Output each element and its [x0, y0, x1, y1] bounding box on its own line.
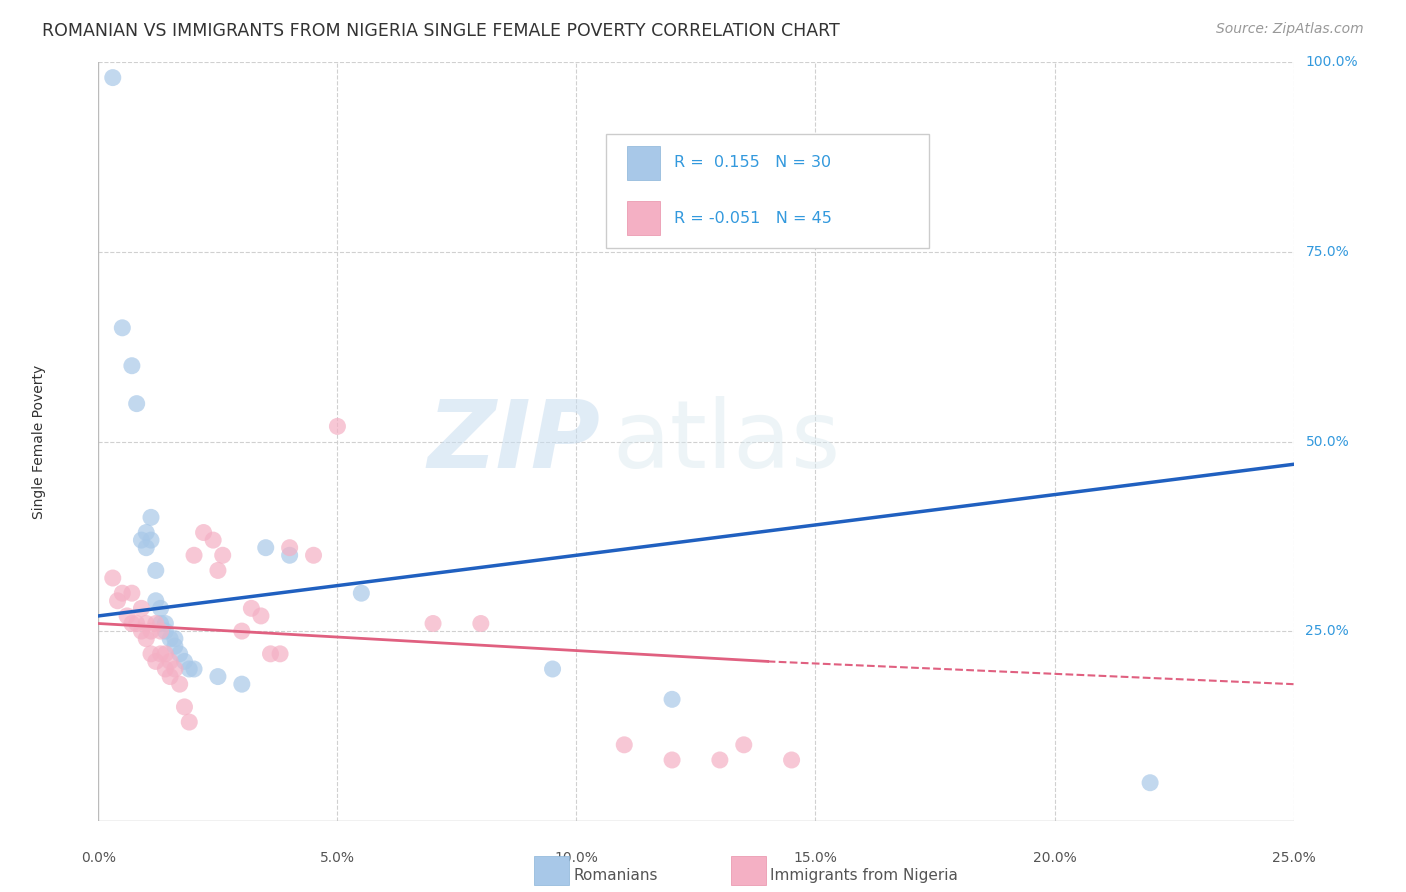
- Point: [159, 632, 181, 646]
- Point: [159, 655, 181, 669]
- FancyBboxPatch shape: [606, 135, 929, 248]
- Point: [163, 639, 186, 653]
- Point: [169, 677, 191, 691]
- Point: [269, 647, 291, 661]
- Bar: [627, 145, 661, 180]
- Point: [149, 647, 172, 661]
- Point: [139, 533, 162, 548]
- Point: [131, 624, 153, 639]
- Point: [145, 594, 167, 608]
- Text: R = -0.051   N = 45: R = -0.051 N = 45: [675, 211, 832, 226]
- Text: 10.0%: 10.0%: [554, 851, 599, 865]
- Point: [121, 586, 143, 600]
- Point: [121, 616, 143, 631]
- Point: [163, 662, 186, 676]
- Point: [149, 616, 172, 631]
- Point: [422, 616, 444, 631]
- Point: [1139, 776, 1161, 790]
- Point: [159, 669, 181, 683]
- Text: 15.0%: 15.0%: [793, 851, 838, 865]
- Point: [207, 564, 229, 578]
- Point: [183, 662, 205, 676]
- Point: [350, 586, 373, 600]
- Point: [139, 647, 162, 661]
- Point: [121, 359, 143, 373]
- Point: [135, 541, 157, 555]
- Point: [278, 548, 301, 563]
- Point: [231, 677, 253, 691]
- Point: [179, 715, 201, 730]
- Point: [183, 548, 205, 563]
- Text: 50.0%: 50.0%: [1306, 434, 1350, 449]
- Point: [250, 608, 273, 623]
- Point: [173, 699, 195, 714]
- Point: [541, 662, 564, 676]
- Text: Single Female Poverty: Single Female Poverty: [32, 365, 45, 518]
- Point: [155, 624, 177, 639]
- Point: [155, 647, 177, 661]
- Point: [613, 738, 636, 752]
- Point: [125, 396, 148, 410]
- Point: [169, 647, 191, 661]
- Point: [135, 525, 157, 540]
- Point: [139, 624, 162, 639]
- Point: [661, 753, 683, 767]
- Point: [131, 533, 153, 548]
- Point: [149, 601, 172, 615]
- Point: [173, 655, 195, 669]
- Point: [145, 655, 167, 669]
- Point: [125, 616, 148, 631]
- Text: ROMANIAN VS IMMIGRANTS FROM NIGERIA SINGLE FEMALE POVERTY CORRELATION CHART: ROMANIAN VS IMMIGRANTS FROM NIGERIA SING…: [42, 22, 839, 40]
- Point: [240, 601, 263, 615]
- Point: [207, 669, 229, 683]
- Point: [135, 616, 157, 631]
- Text: ZIP: ZIP: [427, 395, 600, 488]
- Point: [145, 616, 167, 631]
- Point: [278, 541, 301, 555]
- Text: 25.0%: 25.0%: [1271, 851, 1316, 865]
- Point: [780, 753, 803, 767]
- Point: [709, 753, 731, 767]
- Text: Source: ZipAtlas.com: Source: ZipAtlas.com: [1216, 22, 1364, 37]
- Point: [155, 616, 177, 631]
- Point: [111, 320, 134, 334]
- Point: [135, 632, 157, 646]
- Point: [101, 571, 124, 585]
- Text: 5.0%: 5.0%: [321, 851, 354, 865]
- Point: [193, 525, 215, 540]
- Text: atlas: atlas: [613, 395, 841, 488]
- Point: [149, 624, 172, 639]
- Point: [254, 541, 277, 555]
- Point: [131, 601, 153, 615]
- Text: Immigrants from Nigeria: Immigrants from Nigeria: [770, 869, 959, 883]
- Point: [179, 662, 201, 676]
- Point: [139, 510, 162, 524]
- Point: [302, 548, 325, 563]
- Text: Romanians: Romanians: [574, 869, 658, 883]
- Point: [733, 738, 755, 752]
- Point: [111, 586, 134, 600]
- Point: [155, 662, 177, 676]
- Text: R =  0.155   N = 30: R = 0.155 N = 30: [675, 155, 831, 170]
- Text: 75.0%: 75.0%: [1306, 245, 1350, 259]
- Point: [211, 548, 233, 563]
- Bar: [627, 202, 661, 235]
- Point: [101, 70, 124, 85]
- Point: [163, 632, 186, 646]
- Point: [231, 624, 253, 639]
- Point: [326, 419, 349, 434]
- Text: 100.0%: 100.0%: [1306, 55, 1358, 70]
- Point: [470, 616, 492, 631]
- Text: 0.0%: 0.0%: [82, 851, 115, 865]
- Point: [202, 533, 225, 548]
- Text: 25.0%: 25.0%: [1306, 624, 1350, 638]
- Point: [115, 608, 138, 623]
- Point: [661, 692, 683, 706]
- Point: [107, 594, 129, 608]
- Point: [259, 647, 281, 661]
- Point: [145, 564, 167, 578]
- Text: 20.0%: 20.0%: [1032, 851, 1077, 865]
